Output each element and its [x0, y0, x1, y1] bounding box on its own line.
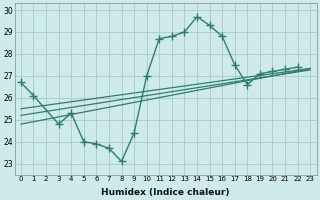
- X-axis label: Humidex (Indice chaleur): Humidex (Indice chaleur): [101, 188, 230, 197]
